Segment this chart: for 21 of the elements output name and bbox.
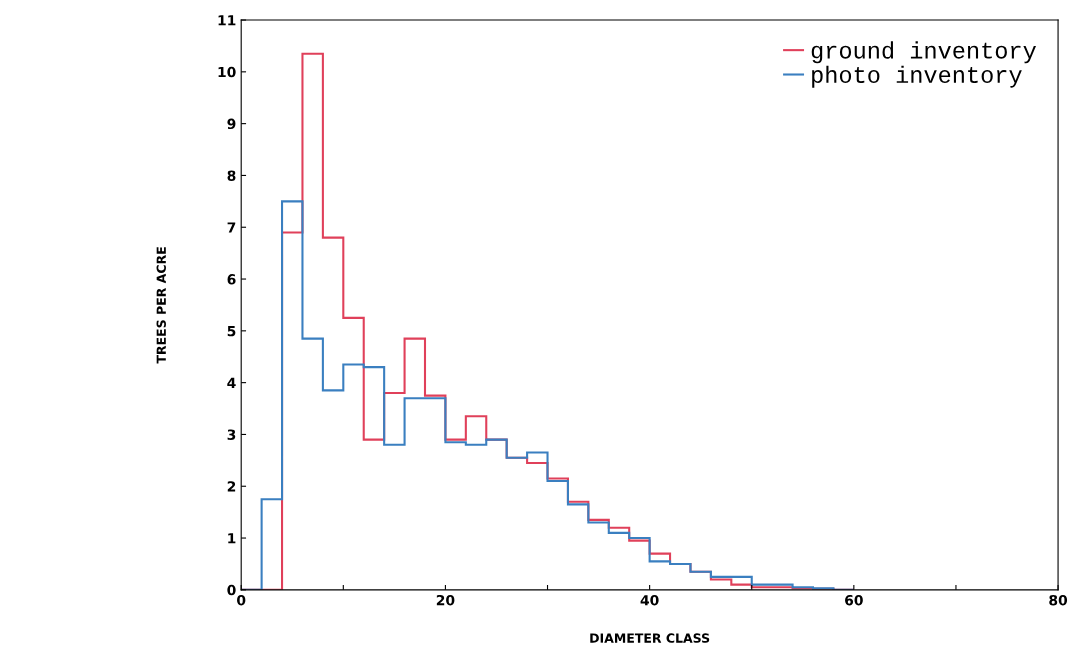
y-tick-label: 8 (227, 170, 236, 181)
y-tick-label: 0 (227, 584, 236, 596)
y-tick-label: 9 (227, 118, 236, 130)
x-tick-label: 0 (237, 594, 246, 606)
y-tick-label: 4 (227, 377, 236, 388)
x-tick-label: 60 (845, 594, 863, 606)
x-tick-label: 80 (1049, 594, 1068, 606)
y-tick-label: 3 (227, 429, 236, 440)
y-tick-label: 6 (227, 274, 236, 285)
y-tick-label: 2 (227, 481, 236, 492)
y-tick-label: 7 (227, 222, 236, 233)
y-tick-label: 11 (218, 15, 236, 26)
x-tick-label: 20 (436, 594, 455, 606)
x-axis-title: DIAMETER CLASS (590, 633, 710, 643)
y-tick-label: 5 (227, 325, 236, 337)
y-tick-label: 1 (228, 533, 236, 544)
y-tick-label: 10 (218, 66, 236, 78)
x-tick-label: 40 (640, 594, 659, 606)
y-axis-title: TREES PER ACRE (156, 247, 166, 364)
legend-label: photo inventory (812, 65, 1022, 88)
legend-label: ground inventory (811, 41, 1037, 64)
